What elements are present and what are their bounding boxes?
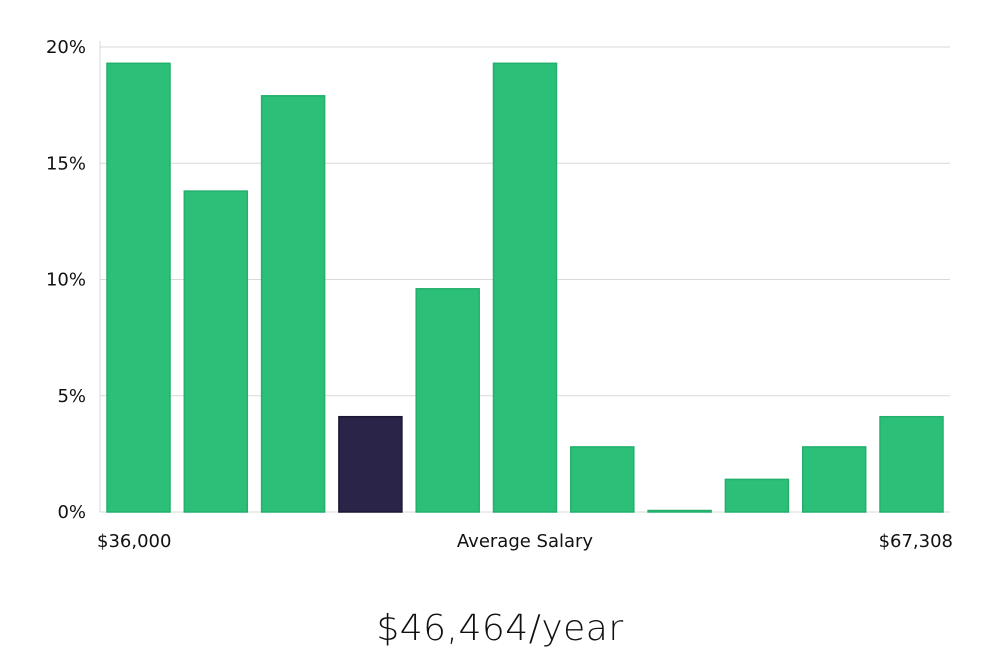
x-axis-max-label: $67,308 bbox=[879, 531, 953, 552]
y-tick-label: 5% bbox=[57, 386, 86, 407]
bar bbox=[183, 190, 249, 513]
bar bbox=[106, 62, 171, 513]
bar bbox=[492, 62, 558, 513]
bar-highlighted bbox=[338, 415, 403, 513]
x-axis-label: Average Salary bbox=[457, 531, 594, 552]
x-axis-min-label: $36,000 bbox=[97, 531, 171, 552]
bar bbox=[415, 288, 480, 513]
bars bbox=[106, 62, 944, 513]
y-axis-ticks: 0% 5% 10% 15% 20% bbox=[46, 37, 86, 523]
salary-histogram: 0% 5% 10% 15% 20% $36,000 Average Salary $67… bbox=[46, 37, 953, 552]
bar bbox=[801, 446, 867, 513]
average-salary-value: $46,464/year bbox=[376, 608, 624, 649]
bar bbox=[724, 478, 790, 513]
bar bbox=[647, 509, 712, 513]
bar bbox=[570, 446, 635, 513]
y-tick-label: 0% bbox=[57, 502, 86, 523]
y-tick-label: 15% bbox=[46, 153, 86, 174]
bar bbox=[879, 415, 944, 513]
y-tick-label: 10% bbox=[46, 270, 86, 291]
bar bbox=[260, 95, 326, 513]
y-tick-label: 20% bbox=[46, 37, 86, 58]
